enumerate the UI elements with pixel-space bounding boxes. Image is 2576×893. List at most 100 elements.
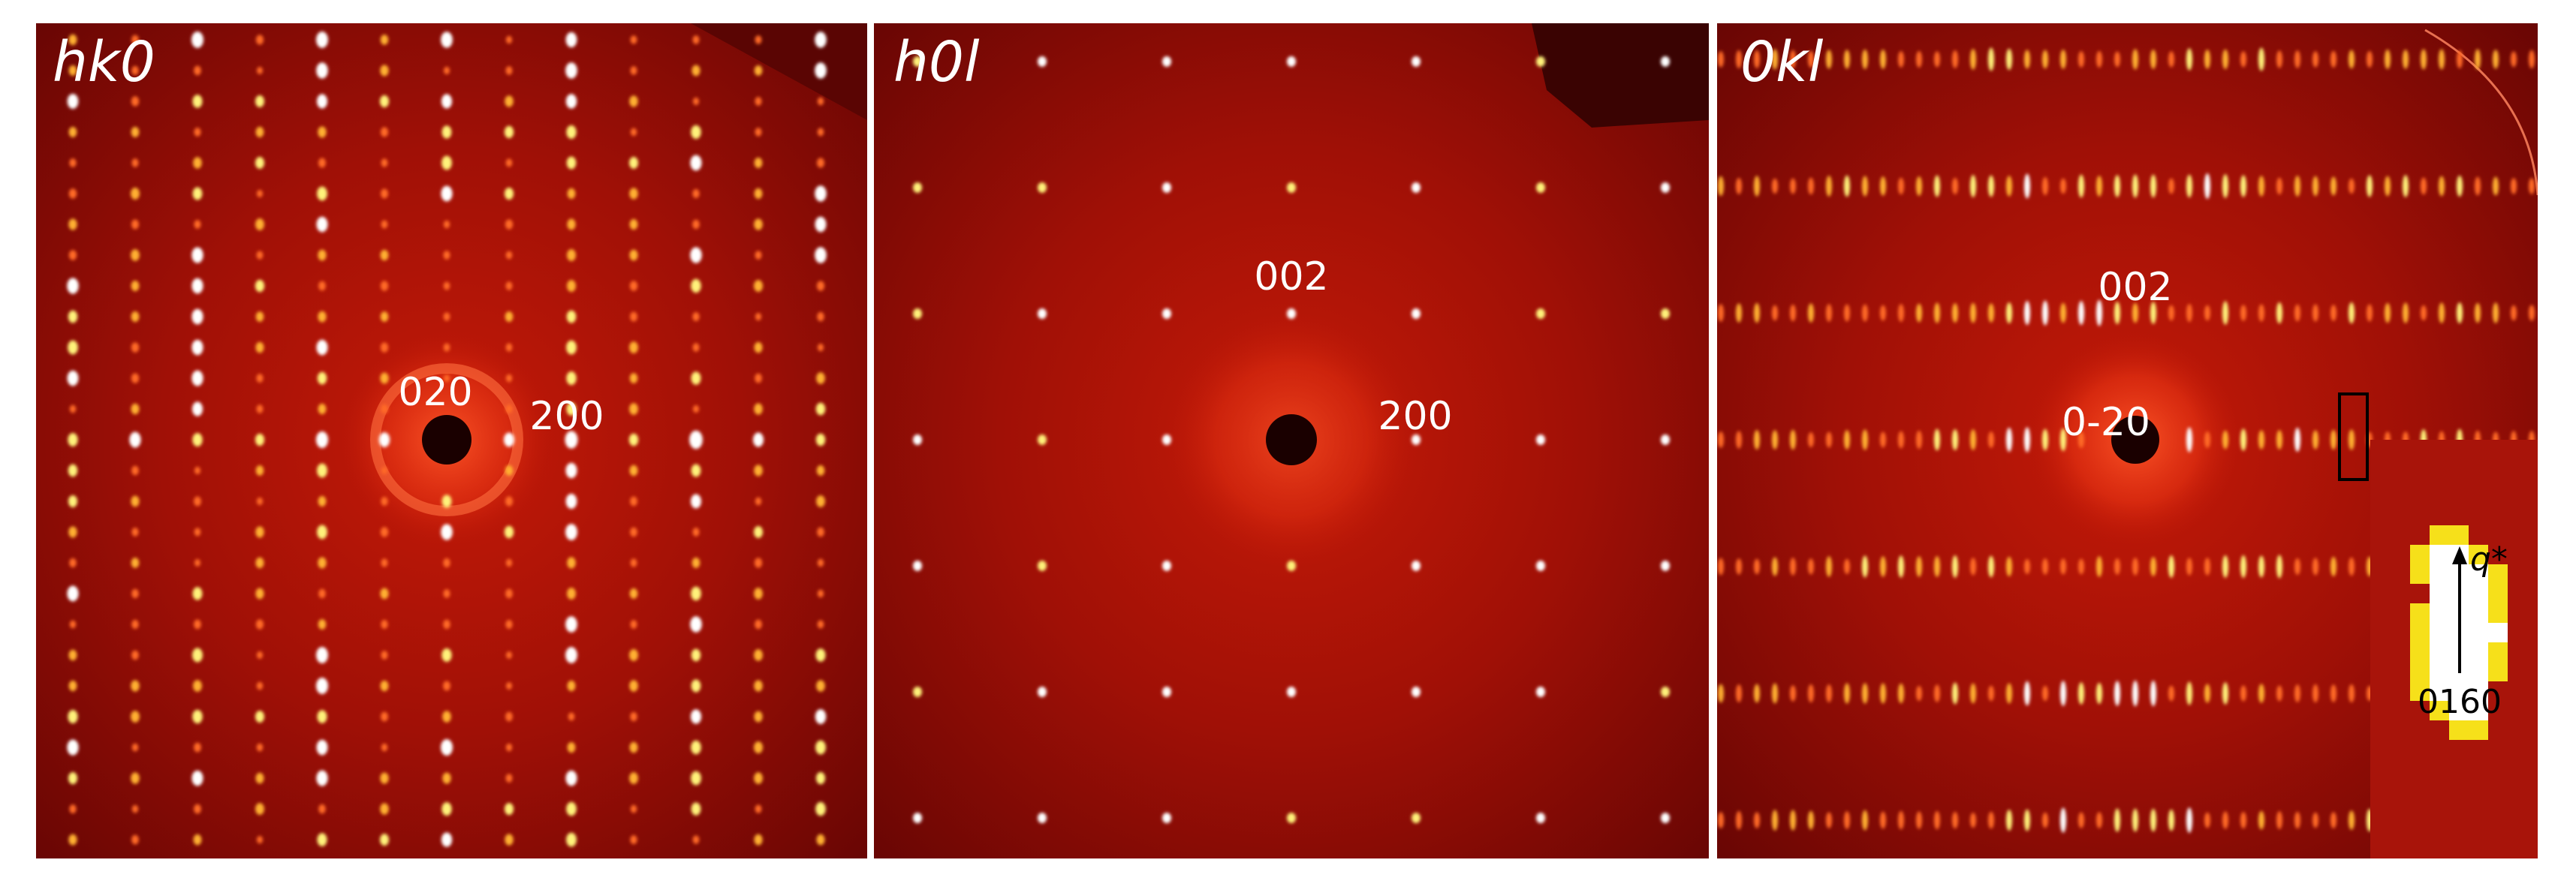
spot [1162, 56, 1171, 67]
streak [1988, 303, 1994, 323]
streak [2294, 558, 2300, 576]
spot [131, 465, 139, 476]
spot [69, 158, 77, 167]
streak [2403, 50, 2409, 69]
spot [69, 558, 77, 568]
spot [567, 188, 576, 200]
spot [69, 804, 77, 813]
spot [567, 3, 575, 14]
spot [565, 94, 577, 109]
streak [2222, 555, 2228, 579]
spot [754, 649, 763, 661]
inset-pixel [2449, 525, 2469, 545]
streak [2529, 50, 2535, 69]
spot [194, 804, 201, 814]
reflection-label: 200 [1378, 394, 1452, 439]
streak [1808, 558, 1814, 575]
streak [2240, 175, 2246, 197]
streak [2349, 810, 2355, 830]
spot [194, 65, 201, 76]
streak [2060, 428, 2066, 452]
spot [7, 404, 14, 413]
streak [1754, 50, 1760, 69]
streak [1754, 176, 1760, 197]
spot [1661, 182, 1670, 193]
streak [1754, 684, 1760, 703]
spot [505, 619, 513, 630]
streak [2493, 176, 2499, 196]
spot [755, 128, 762, 137]
streak [2042, 558, 2048, 575]
spot [315, 431, 329, 449]
inset-pixel [2488, 623, 2508, 642]
spot [318, 804, 326, 814]
streak [2168, 685, 2174, 702]
spot [754, 188, 763, 200]
streak [2168, 178, 2174, 194]
streak [2565, 303, 2571, 323]
spot [7, 588, 14, 598]
spot [1162, 687, 1171, 697]
spot [565, 431, 578, 449]
streak [2258, 684, 2264, 703]
streak [1916, 556, 1922, 577]
spot [131, 680, 140, 692]
streak [2006, 556, 2012, 577]
spot [565, 862, 577, 878]
streak [1844, 683, 1850, 704]
inset-pixel [2469, 545, 2488, 564]
spot [1287, 308, 1296, 319]
spot [255, 95, 265, 108]
streak [1790, 558, 1796, 576]
spot [1536, 182, 1545, 193]
streak [1808, 303, 1814, 323]
streak [1826, 304, 1832, 322]
streak [2078, 51, 2084, 68]
spot [755, 804, 762, 813]
spot [191, 339, 203, 356]
spot [131, 804, 139, 813]
spot [317, 710, 327, 723]
spot [1412, 434, 1421, 445]
streak [1772, 305, 1778, 321]
spot [255, 465, 264, 476]
streak [2114, 681, 2120, 706]
spot [629, 373, 638, 383]
spot [505, 588, 513, 599]
streak [2294, 684, 2300, 702]
streak [2096, 812, 2102, 828]
streak [1790, 304, 1796, 322]
streak [2024, 300, 2030, 326]
spot [317, 186, 327, 201]
streak [2349, 178, 2355, 194]
spot [505, 281, 513, 290]
spot [815, 433, 826, 446]
streak [1988, 47, 1994, 71]
inset-pixel [2488, 603, 2508, 623]
streak [2240, 51, 2246, 68]
spot [913, 308, 922, 319]
streak [2457, 175, 2463, 197]
spot [442, 772, 451, 784]
streak [2078, 300, 2084, 326]
spot [690, 616, 702, 633]
streak [2529, 305, 2535, 321]
streak [1988, 555, 1994, 578]
streak [2475, 302, 2481, 323]
spot [318, 495, 327, 507]
streak [2204, 50, 2210, 69]
streak [2114, 808, 2120, 832]
spot [816, 465, 825, 476]
spot [67, 370, 79, 386]
streak [2060, 558, 2066, 575]
spot [316, 32, 328, 48]
streak [1898, 431, 1904, 449]
streak [2024, 809, 2030, 831]
spot [131, 342, 140, 353]
streak [2367, 175, 2373, 197]
spot [565, 647, 577, 663]
streak [2222, 301, 2228, 325]
streak [2024, 558, 2030, 575]
spot [1412, 182, 1421, 193]
streak [2042, 428, 2048, 451]
